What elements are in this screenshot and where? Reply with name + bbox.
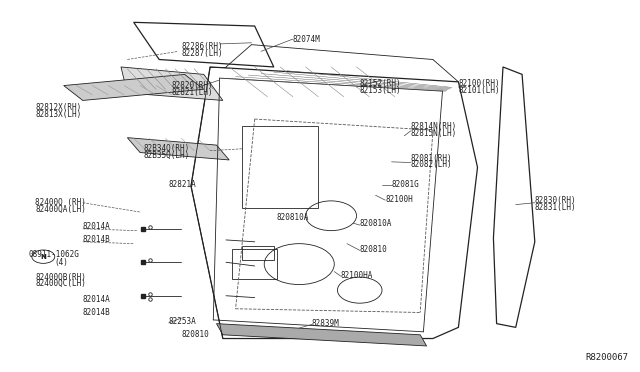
Text: 82839M: 82839M — [312, 319, 340, 328]
Text: 82400QA(LH): 82400QA(LH) — [35, 205, 86, 214]
Text: 82081(RH): 82081(RH) — [411, 154, 452, 163]
Text: 82100H: 82100H — [385, 195, 413, 203]
Text: 82014A: 82014A — [83, 295, 111, 304]
Text: 82400QB(RH): 82400QB(RH) — [35, 273, 86, 282]
Text: R8200067: R8200067 — [586, 353, 628, 362]
Text: 820810: 820810 — [182, 330, 209, 339]
Text: 82831(LH): 82831(LH) — [535, 203, 577, 212]
Text: 82821(LH): 82821(LH) — [172, 88, 214, 97]
Text: 82813X(LH): 82813X(LH) — [35, 110, 81, 119]
Bar — [242, 246, 274, 260]
Text: N: N — [40, 254, 46, 260]
Text: 820810A: 820810A — [360, 219, 392, 228]
Polygon shape — [127, 138, 229, 160]
Text: 82B34Q(RH): 82B34Q(RH) — [143, 144, 189, 153]
Text: 82253A: 82253A — [169, 317, 196, 326]
Polygon shape — [121, 67, 223, 100]
Text: 82287(LH): 82287(LH) — [182, 49, 223, 58]
Text: 82B35Q(LH): 82B35Q(LH) — [143, 151, 189, 160]
Text: 82014B: 82014B — [83, 308, 111, 317]
Text: 82101(LH): 82101(LH) — [458, 86, 500, 95]
Text: 82400QC(LH): 82400QC(LH) — [35, 279, 86, 288]
Text: 82400Q (RH): 82400Q (RH) — [35, 198, 86, 207]
Text: 82081G: 82081G — [392, 180, 419, 189]
Text: 82014A: 82014A — [83, 222, 111, 231]
Text: 82820(RH): 82820(RH) — [172, 81, 214, 90]
Text: 82100(RH): 82100(RH) — [458, 79, 500, 88]
Text: 820810A: 820810A — [277, 213, 309, 222]
Text: 82812X(RH): 82812X(RH) — [35, 103, 81, 112]
Text: 82100HA: 82100HA — [340, 271, 373, 280]
Polygon shape — [216, 324, 427, 346]
Text: 820810: 820810 — [360, 245, 387, 254]
Text: 82286(RH): 82286(RH) — [182, 42, 223, 51]
Text: 08911-1062G: 08911-1062G — [29, 250, 79, 259]
Text: 82814N(RH): 82814N(RH) — [411, 122, 457, 131]
Text: (4): (4) — [54, 258, 68, 267]
Text: 82153(LH): 82153(LH) — [360, 86, 401, 95]
Text: 82830(RH): 82830(RH) — [535, 196, 577, 205]
Bar — [232, 249, 277, 279]
Polygon shape — [63, 74, 204, 100]
Bar — [242, 126, 318, 208]
Text: 82821A: 82821A — [169, 180, 196, 189]
Text: 82815N(LH): 82815N(LH) — [411, 129, 457, 138]
Text: 82152(RH): 82152(RH) — [360, 79, 401, 88]
Text: 82082(LH): 82082(LH) — [411, 160, 452, 169]
Text: 82074M: 82074M — [293, 35, 321, 44]
Text: 82014B: 82014B — [83, 235, 111, 244]
